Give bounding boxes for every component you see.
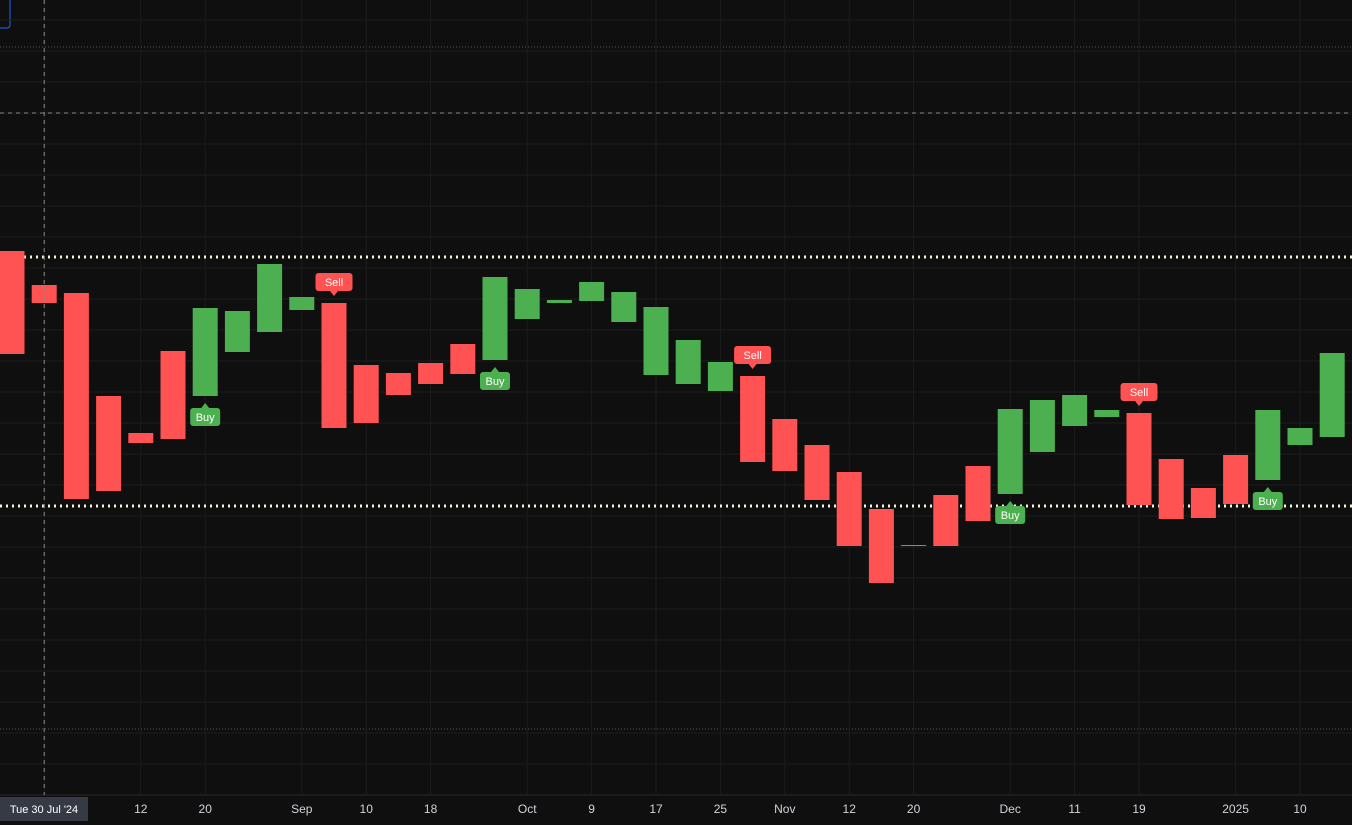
- candle-body: [385, 373, 411, 395]
- candle-body: [353, 365, 379, 423]
- signal-arrow: [1006, 501, 1015, 506]
- x-tick-label: 11: [1068, 802, 1081, 816]
- signal-badge: [480, 372, 510, 390]
- candle-body: [611, 292, 637, 322]
- candle-body: [0, 251, 25, 354]
- signal-badge: [734, 346, 772, 364]
- signal-badge: [1120, 383, 1158, 401]
- candle-body: [1255, 410, 1281, 480]
- signal-label: Buy: [1001, 510, 1020, 522]
- signal-arrow: [1135, 401, 1143, 406]
- candle-body: [707, 362, 733, 391]
- crosshair-label-bg: [0, 797, 88, 821]
- signal-label: Sell: [743, 350, 761, 362]
- candle-body: [321, 303, 347, 428]
- candle-body: [257, 264, 283, 332]
- candle-body: [482, 277, 508, 360]
- candle-body: [546, 300, 572, 303]
- candle-body: [1029, 400, 1055, 452]
- candle-body: [868, 509, 894, 583]
- candle-body: [224, 311, 250, 352]
- signal-badge: [315, 273, 353, 291]
- x-tick-label: Sep: [291, 802, 313, 816]
- signal-arrow: [330, 291, 338, 296]
- signal-label: Buy: [486, 376, 505, 388]
- candle-body: [1190, 488, 1216, 518]
- candle-body: [675, 340, 701, 384]
- signal-badge: [190, 408, 221, 426]
- candle-body: [1158, 459, 1184, 519]
- x-tick-label: 10: [360, 802, 374, 816]
- candle-body: [418, 363, 444, 384]
- x-tick-label: Oct: [518, 802, 537, 816]
- candle-body: [1319, 353, 1345, 437]
- candle-body: [63, 293, 89, 499]
- candle-body: [450, 344, 476, 374]
- x-tick-label: 18: [424, 802, 438, 816]
- x-tick-label: 17: [649, 802, 663, 816]
- signal-arrow: [201, 403, 210, 408]
- signal-badge: [995, 506, 1026, 524]
- candle-body: [579, 282, 605, 301]
- candle-body: [192, 308, 218, 396]
- candle-body: [1062, 395, 1088, 426]
- x-tick-label: 20: [907, 802, 921, 816]
- candle-body: [740, 376, 766, 462]
- signal-arrow: [491, 367, 499, 372]
- x-tick-label: 19: [1132, 802, 1146, 816]
- x-tick-label: 9: [588, 802, 595, 816]
- candle-body: [1223, 455, 1249, 504]
- candle-body: [772, 419, 798, 471]
- x-tick-label: Dec: [1000, 802, 1021, 816]
- candle-body: [804, 445, 830, 500]
- signal-arrow: [1263, 487, 1272, 492]
- x-tick-label: 12: [843, 802, 857, 816]
- candle-body: [289, 297, 315, 310]
- candle-body: [997, 409, 1023, 494]
- x-tick-label: 10: [1293, 802, 1307, 816]
- signal-badge: [1252, 492, 1283, 510]
- x-tick-label: Nov: [774, 802, 795, 816]
- x-tick-label: 12: [134, 802, 148, 816]
- candle-body: [643, 307, 669, 375]
- x-tick-label: Tue 30 Jul '24: [10, 804, 78, 816]
- candle-body: [901, 545, 927, 546]
- signal-label: Buy: [196, 412, 215, 424]
- candle-body: [514, 289, 540, 319]
- candle-body: [31, 285, 57, 303]
- candle-body: [933, 495, 959, 546]
- candle-body: [96, 396, 122, 491]
- signal-arrow: [748, 364, 757, 369]
- candle-body: [160, 351, 186, 439]
- candle-body: [1287, 428, 1313, 445]
- candle-body: [1094, 410, 1120, 417]
- x-tick-label: 20: [199, 802, 213, 816]
- candle-body: [128, 433, 154, 443]
- candle-body: [836, 472, 862, 546]
- signal-label: Sell: [1130, 387, 1148, 399]
- signal-label: Buy: [1258, 496, 1277, 508]
- x-tick-label: 25: [714, 802, 728, 816]
- corner-button[interactable]: [0, 0, 11, 29]
- x-tick-label: 2025: [1222, 802, 1249, 816]
- candle-body: [965, 466, 991, 521]
- candle-body: [1126, 413, 1152, 505]
- signal-label: Sell: [325, 277, 343, 289]
